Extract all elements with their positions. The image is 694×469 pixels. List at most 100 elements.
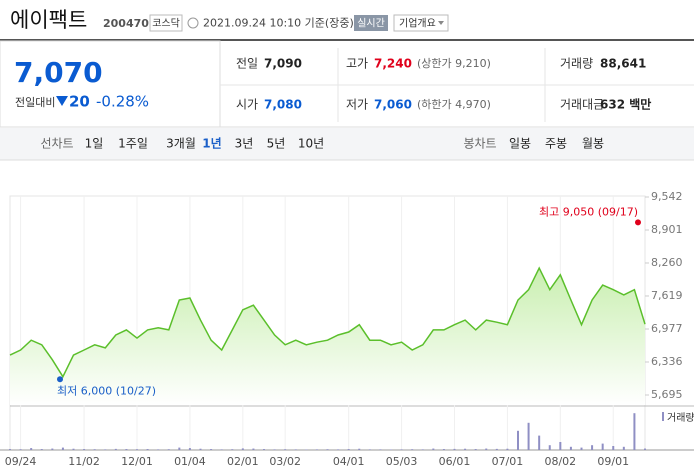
- volume-bar: [40, 449, 43, 450]
- y-tick-label: 8,901: [651, 223, 683, 236]
- y-tick-label: 5,695: [651, 388, 683, 401]
- volume-bar: [125, 449, 128, 450]
- x-tick-label: 05/03: [386, 455, 418, 468]
- volume-bar: [9, 449, 11, 450]
- volume-bar: [51, 448, 54, 450]
- volume-bar: [114, 448, 117, 450]
- volume-bar: [368, 449, 371, 450]
- volume-bar: [157, 449, 160, 450]
- price: 7,070: [14, 56, 103, 89]
- volume-bar: [167, 449, 170, 450]
- volume-bar: [538, 435, 541, 450]
- stat-label: 거래량: [560, 57, 593, 71]
- x-tick-label: 01/04: [174, 455, 206, 468]
- volume-bar: [104, 449, 107, 450]
- y-tick-label: 7,619: [651, 289, 683, 302]
- x-tick-label: 04/01: [333, 455, 365, 468]
- volume-bar: [591, 445, 594, 450]
- volume-bar: [495, 448, 498, 450]
- volume-bar: [326, 449, 329, 450]
- stat-label: 전일: [236, 57, 258, 71]
- company-info[interactable]: 기업개요: [399, 17, 436, 30]
- volume-bar: [178, 447, 181, 450]
- x-tick-label: 12/01: [121, 455, 153, 468]
- volume-bar: [231, 449, 234, 450]
- volume-bar: [93, 449, 96, 450]
- stat-value: 7,080: [264, 98, 302, 112]
- volume-bar: [400, 449, 403, 450]
- price-box: [0, 40, 221, 128]
- x-tick-label: 07/01: [492, 455, 524, 468]
- tab-group-label: 봉차트: [463, 137, 496, 151]
- realtime-box[interactable]: [354, 15, 388, 31]
- area: [10, 268, 645, 405]
- volume-bar: [241, 448, 244, 450]
- stat-value: 7,060: [374, 98, 412, 112]
- stock-name: 에이팩트: [10, 8, 87, 32]
- volume-bar: [411, 449, 414, 450]
- tab-group-label: 선차트: [40, 137, 73, 151]
- x-tick-label: 02/01: [227, 455, 259, 468]
- change-rate: -0.28%: [96, 93, 149, 111]
- tab[interactable]: 1일: [85, 137, 104, 151]
- volume-bar: [284, 449, 287, 450]
- volume-bar: [633, 413, 636, 450]
- x-tick-label: 11/02: [68, 455, 100, 468]
- down-arrow: [56, 96, 68, 106]
- volume-bar: [61, 447, 64, 450]
- volume-bar: [442, 449, 445, 450]
- volume-bar: [30, 448, 33, 450]
- clock-icon: [187, 17, 199, 29]
- volume-bar: [559, 442, 562, 450]
- info-box[interactable]: [393, 14, 449, 32]
- volume-bar: [72, 448, 75, 450]
- tab-bar: [0, 128, 694, 160]
- time: 2021.09.24 10:10 기준(장중): [203, 17, 354, 30]
- tab[interactable]: 월봉: [582, 137, 604, 151]
- volume-bar: [347, 449, 350, 450]
- stat-label: 고가: [346, 57, 368, 71]
- volume-bar: [358, 448, 361, 450]
- volume-bar: [263, 449, 265, 450]
- volume-bar: [453, 448, 456, 450]
- volume-bar: [548, 445, 551, 450]
- volume-bar: [580, 447, 583, 450]
- x-tick-label: 09/01: [597, 455, 629, 468]
- tab[interactable]: 1주일: [118, 137, 148, 151]
- stat-label: 시가: [236, 98, 258, 112]
- volume-bar: [220, 449, 223, 450]
- stat-note: (하한가 4,970): [417, 97, 491, 111]
- volume-bar: [379, 449, 382, 450]
- volume-bar: [517, 430, 519, 450]
- y-tick-label: 6,977: [651, 322, 683, 335]
- volume-bar: [569, 446, 572, 450]
- price-line: [9, 266, 646, 379]
- volume-bar: [252, 448, 255, 450]
- tab[interactable]: 일봉: [509, 137, 531, 151]
- legend-label: 거래량: [667, 412, 694, 424]
- volume-bar: [432, 448, 435, 450]
- tab[interactable]: 3년: [235, 137, 254, 151]
- badge-box: [149, 14, 183, 32]
- realtime[interactable]: 실시간: [357, 18, 385, 30]
- annotation-dot: [57, 376, 63, 383]
- tab[interactable]: 1년: [202, 137, 221, 151]
- x-tick-label: 03/02: [269, 455, 301, 468]
- stat-label: 거래대금: [560, 98, 604, 112]
- legend-swatch: [662, 412, 664, 421]
- tab[interactable]: 10년: [298, 137, 324, 151]
- volume-bar: [315, 449, 318, 450]
- volume-bar: [421, 449, 424, 450]
- stat-note: (상한가 9,210): [417, 57, 491, 70]
- x-tick-label: 09/24: [5, 455, 37, 468]
- tab[interactable]: 주봉: [545, 137, 567, 151]
- volume-bar: [199, 448, 202, 450]
- x-tick-label: 08/02: [544, 455, 576, 468]
- stat-value: 7,090: [264, 57, 302, 71]
- change-label: 전일대비: [15, 95, 55, 109]
- tab[interactable]: 5년: [267, 137, 286, 151]
- tab[interactable]: 3개월: [166, 137, 196, 151]
- y-tick-label: 6,336: [651, 355, 683, 368]
- stat-value: 88,641: [600, 57, 646, 71]
- y-tick-label: 9,542: [651, 190, 683, 203]
